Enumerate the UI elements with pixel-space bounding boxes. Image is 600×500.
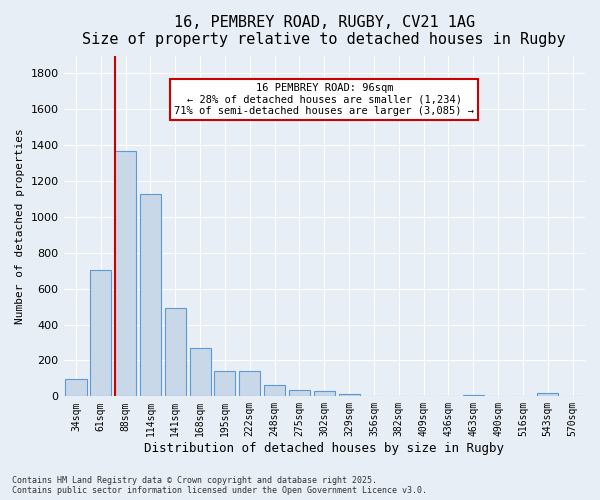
Bar [90, 270, 112, 396]
X-axis label: Distribution of detached houses by size in Rugby: Distribution of detached houses by size … [144, 442, 504, 455]
Bar [65, 380, 86, 396]
Bar [289, 390, 310, 396]
Bar [115, 152, 136, 396]
Bar [214, 371, 235, 396]
Bar [463, 394, 484, 396]
Title: 16, PEMBREY ROAD, RUGBY, CV21 1AG
Size of property relative to detached houses i: 16, PEMBREY ROAD, RUGBY, CV21 1AG Size o… [82, 15, 566, 48]
Text: 16 PEMBREY ROAD: 96sqm
← 28% of detached houses are smaller (1,234)
71% of semi-: 16 PEMBREY ROAD: 96sqm ← 28% of detached… [174, 83, 474, 116]
Bar [338, 394, 359, 396]
Bar [264, 384, 285, 396]
Bar [165, 308, 186, 396]
Text: Contains HM Land Registry data © Crown copyright and database right 2025.
Contai: Contains HM Land Registry data © Crown c… [12, 476, 427, 495]
Y-axis label: Number of detached properties: Number of detached properties [15, 128, 25, 324]
Bar [537, 393, 559, 396]
Bar [314, 391, 335, 396]
Bar [140, 194, 161, 396]
Bar [190, 348, 211, 397]
Bar [239, 371, 260, 396]
